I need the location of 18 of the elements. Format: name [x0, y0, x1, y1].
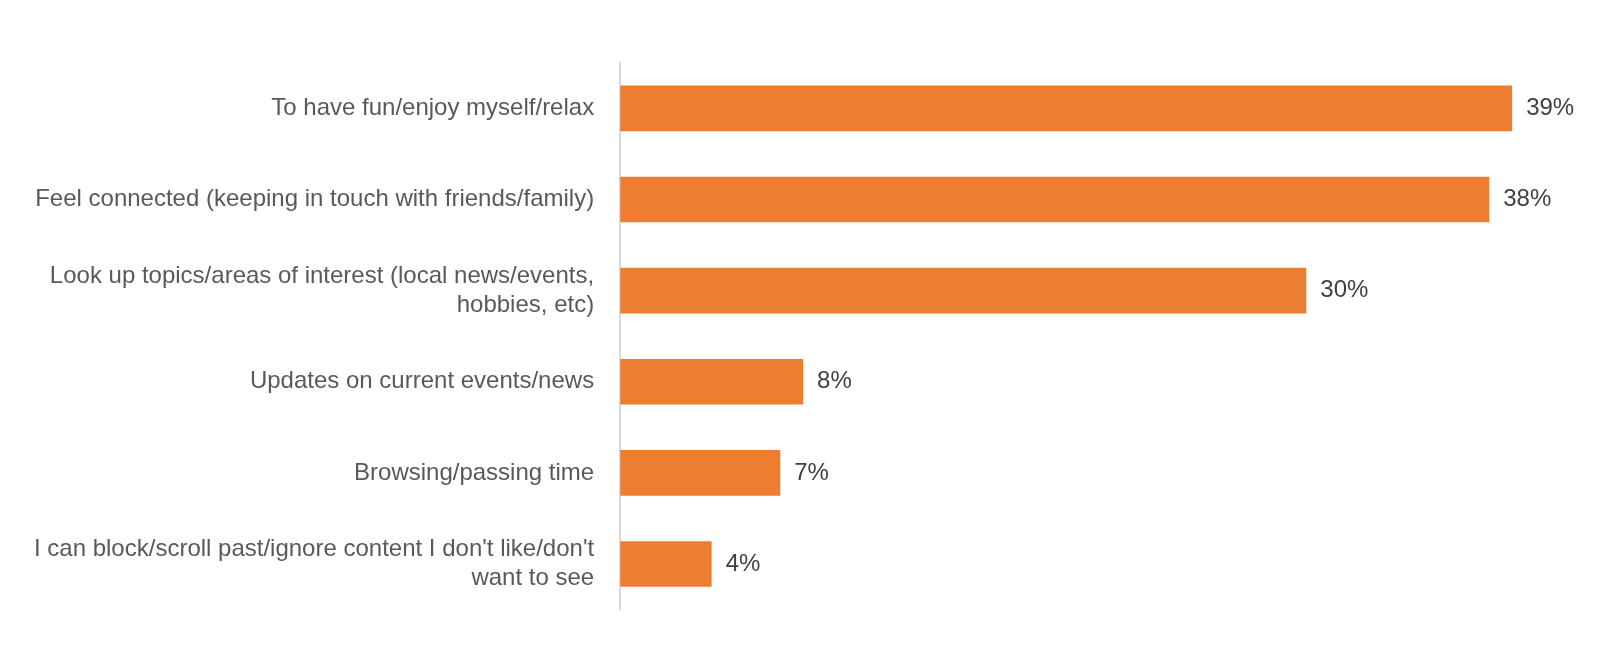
y-tick-label: I can block/scroll past/ignore content I don't like/don't want to see [33, 534, 595, 591]
y-tick-label: To have fun/enjoy myself/relax [271, 92, 595, 120]
data-label: 7% [794, 457, 829, 485]
data-label: 8% [817, 366, 852, 394]
bar [620, 450, 781, 496]
data-label: 39% [1526, 92, 1575, 120]
bar [620, 358, 804, 405]
y-tick-label: Feel connected (keeping in touch with friends/family) [35, 184, 595, 212]
bar [620, 85, 1513, 132]
bar [620, 267, 1307, 314]
y-tick-label: Browsing/passing time [354, 457, 595, 485]
data-label: 30% [1320, 275, 1369, 303]
y-tick-label: Updates on current events/news [249, 366, 595, 394]
data-label: 4% [725, 548, 761, 576]
bar [620, 176, 1490, 223]
y-tick-label: Look up topics/areas of interest (local news/events, hobbies, etc) [49, 260, 595, 317]
data-label: 38% [1503, 184, 1552, 212]
bar [620, 541, 712, 587]
